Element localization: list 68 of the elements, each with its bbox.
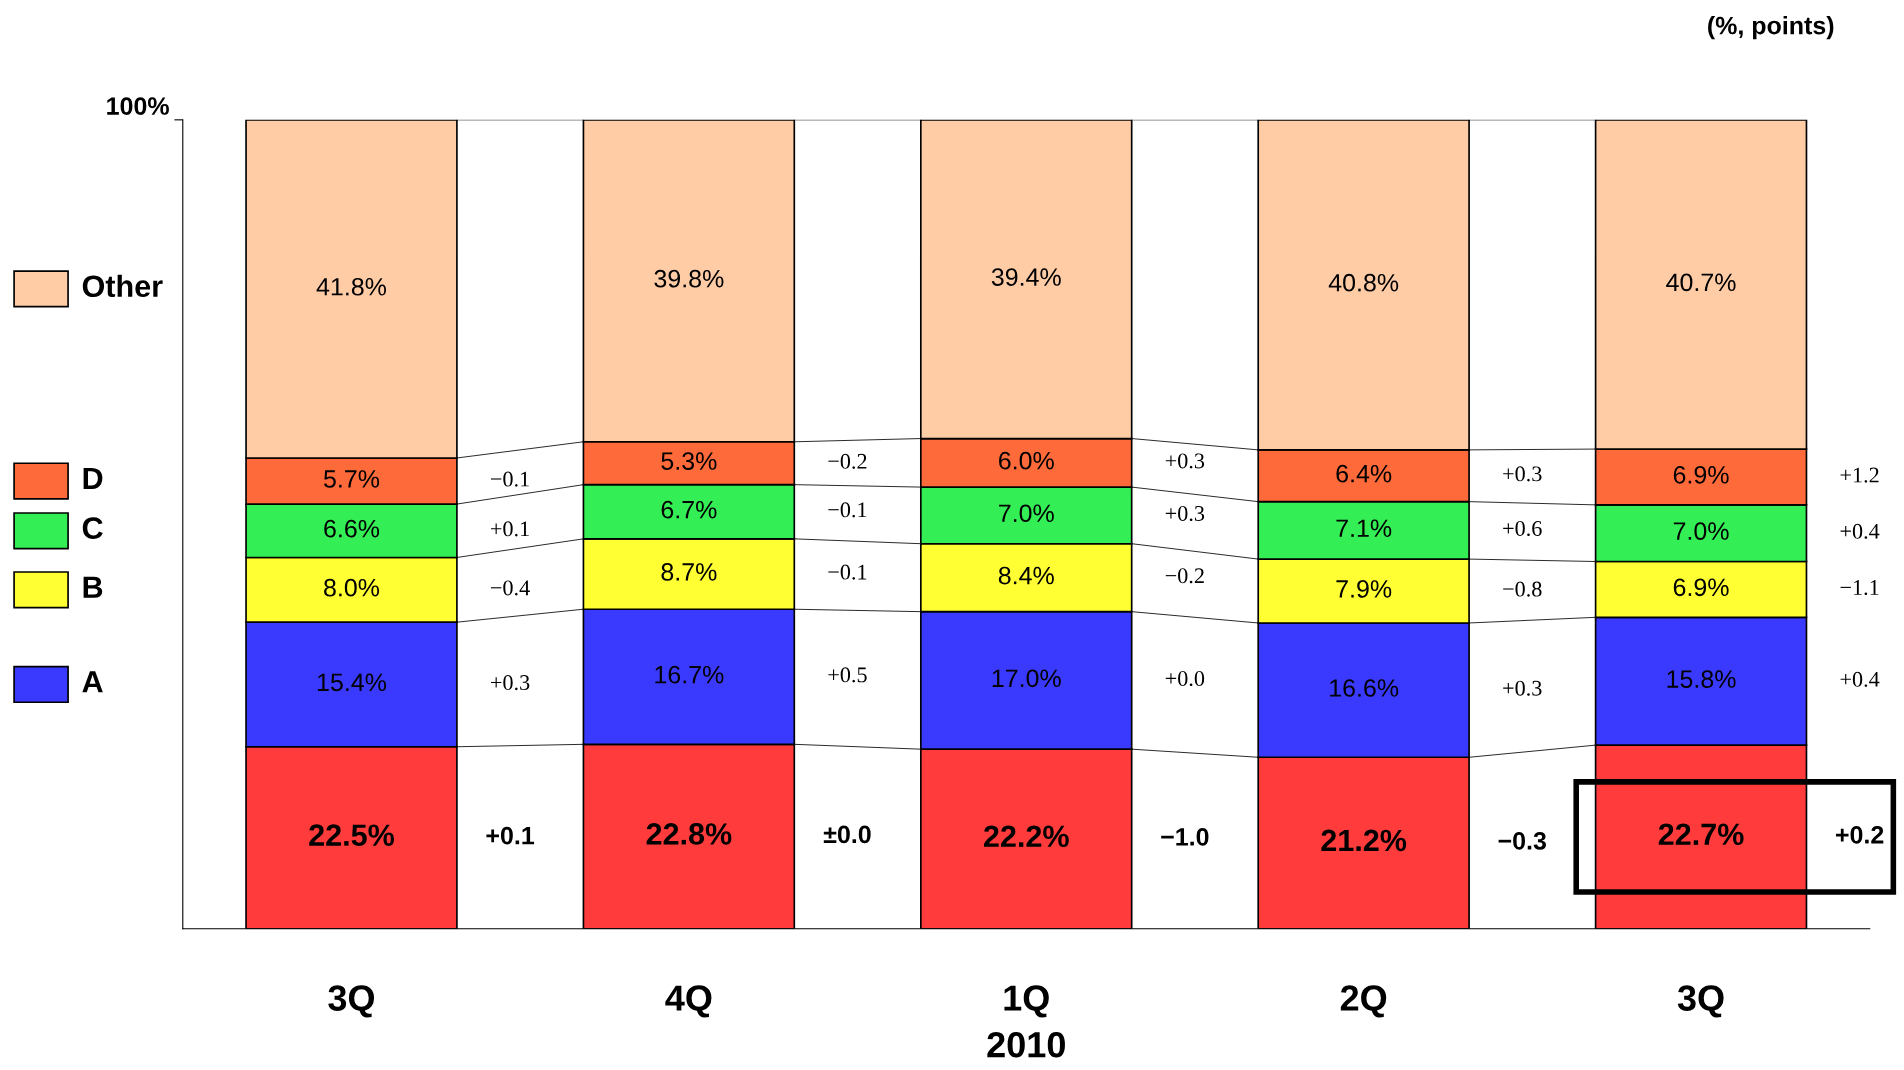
data-label: 39.8% xyxy=(654,269,724,288)
x-tick-label: 2Q xyxy=(1340,985,1387,1018)
data-label: 8.4% xyxy=(998,566,1054,585)
annotation: −1.0 xyxy=(1161,827,1209,846)
annotation: +0.4 xyxy=(1840,671,1880,687)
annotation: +0.3 xyxy=(1503,680,1542,696)
annotation: +0.2 xyxy=(1835,825,1884,844)
data-label: 6.9% xyxy=(1673,465,1729,484)
data-label: 40.7% xyxy=(1666,273,1736,292)
annotation: +1.2 xyxy=(1840,467,1879,483)
annotation: +0.1 xyxy=(491,521,529,537)
data-label: 40.8% xyxy=(1328,273,1399,292)
annotation: +0.5 xyxy=(828,667,867,683)
data-label: 7.0% xyxy=(999,504,1054,523)
legend-label: C xyxy=(82,517,103,539)
data-label: 6.7% xyxy=(661,500,717,519)
data-label: 6.4% xyxy=(1336,464,1392,483)
data-label: 15.4% xyxy=(317,673,387,692)
x-tick-label: 3Q xyxy=(1677,985,1724,1018)
data-label: 8.0% xyxy=(324,578,380,597)
annotation: −0.8 xyxy=(1503,581,1542,597)
data-label: 16.7% xyxy=(655,665,724,684)
annotation: +0.6 xyxy=(1503,520,1542,537)
annotation: −0.4 xyxy=(491,580,530,596)
data-label: 6.9% xyxy=(1673,578,1729,597)
data-label: 22.2% xyxy=(984,825,1069,848)
data-label: 6.0% xyxy=(999,451,1054,470)
data-label: 7.0% xyxy=(1673,522,1729,540)
annotation: −0.1 xyxy=(828,564,867,580)
legend-label: A xyxy=(82,671,103,693)
annotation: +0.1 xyxy=(486,826,535,845)
legend-label: Other xyxy=(82,274,163,298)
text: 2010 xyxy=(987,1031,1065,1058)
annotation: −1.1 xyxy=(1840,580,1879,596)
annotation: +0.4 xyxy=(1840,523,1880,539)
data-label: 22.8% xyxy=(646,823,732,845)
annotation: −0.1 xyxy=(828,502,867,518)
data-label: 16.6% xyxy=(1330,679,1399,697)
text: (%, points) xyxy=(1708,16,1834,40)
data-label: 15.8% xyxy=(1667,670,1736,688)
data-label: 5.7% xyxy=(323,470,380,488)
annotation: +0.0 xyxy=(1165,670,1205,687)
data-label: 6.6% xyxy=(324,519,380,538)
annotation: +0.3 xyxy=(1165,453,1205,469)
annotation: −0.1 xyxy=(491,471,529,487)
annotation: +0.3 xyxy=(1165,505,1205,522)
legend-label: D xyxy=(83,467,103,489)
annotation: −0.3 xyxy=(1498,832,1546,850)
annotation: +0.3 xyxy=(491,675,530,691)
data-label: 41.8% xyxy=(316,277,387,296)
y-tick-label: 100% xyxy=(107,97,169,115)
legend-label: B xyxy=(83,576,103,598)
data-label: 5.3% xyxy=(661,452,717,470)
data-label: 7.9% xyxy=(1336,580,1392,598)
data-label: 8.7% xyxy=(661,563,717,581)
annotation: −0.2 xyxy=(828,453,867,469)
data-label: 39.4% xyxy=(991,268,1061,286)
annotation: ±0.0 xyxy=(823,825,871,844)
annotation: +0.3 xyxy=(1503,466,1542,482)
data-label: 17.0% xyxy=(992,669,1061,688)
data-label: 21.2% xyxy=(1321,829,1407,852)
data-label: 22.7% xyxy=(1658,823,1744,846)
x-tick-label: 3Q xyxy=(328,985,375,1018)
x-tick-label: 4Q xyxy=(665,985,712,1018)
x-tick-label: 1Q xyxy=(1004,985,1049,1018)
data-label: 22.5% xyxy=(309,824,394,846)
annotation: −0.2 xyxy=(1165,568,1204,584)
data-label: 7.1% xyxy=(1336,519,1392,537)
